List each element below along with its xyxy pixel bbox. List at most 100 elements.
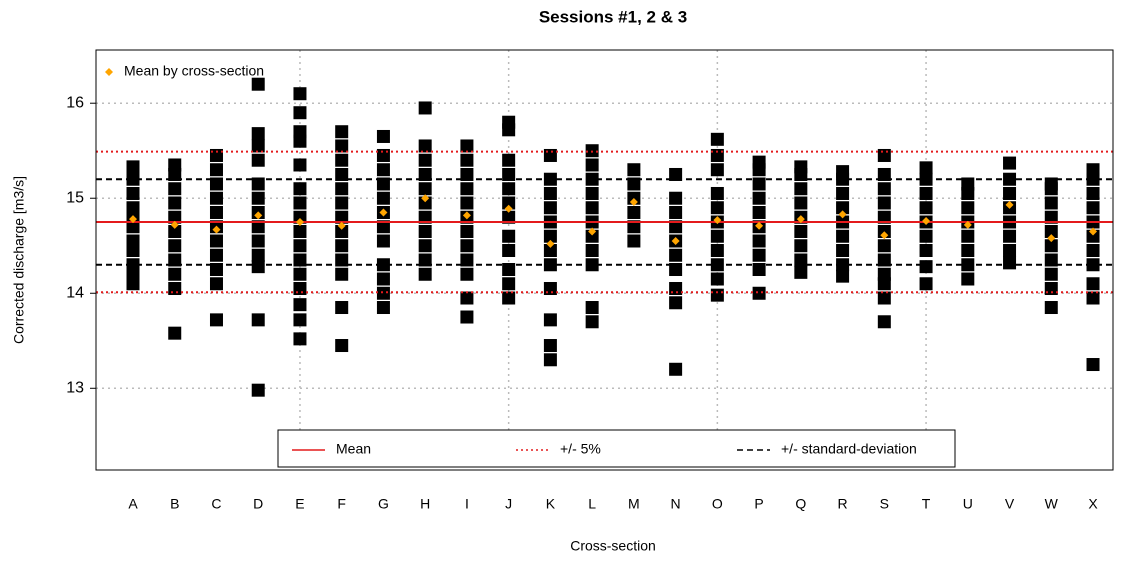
data-point: [126, 160, 140, 174]
data-point: [836, 186, 850, 200]
data-point: [1003, 156, 1017, 170]
x-tick-label: G: [378, 496, 389, 512]
data-point: [251, 313, 265, 327]
legend-marker: [105, 68, 113, 76]
data-point: [919, 277, 933, 291]
data-point: [460, 224, 474, 238]
data-point: [877, 167, 891, 181]
mean-marker: [295, 217, 304, 226]
data-point: [1086, 163, 1100, 177]
data-point: [627, 177, 641, 191]
data-point: [376, 258, 390, 272]
x-tick-label: U: [963, 496, 973, 512]
data-point: [585, 229, 599, 243]
data-point: [836, 243, 850, 257]
data-point: [585, 243, 599, 257]
data-point: [669, 205, 683, 219]
data-point: [335, 224, 349, 238]
data-point: [335, 239, 349, 253]
data-point: [502, 243, 516, 257]
data-point: [251, 260, 265, 274]
data-point: [794, 182, 808, 196]
data-point: [293, 106, 307, 120]
data-point: [335, 301, 349, 315]
data-point: [543, 339, 557, 353]
data-point: [460, 267, 474, 281]
data-point: [293, 125, 307, 139]
data-point: [251, 77, 265, 91]
data-point: [251, 191, 265, 205]
data-point: [585, 258, 599, 272]
data-point: [376, 234, 390, 248]
data-point: [293, 253, 307, 267]
data-point: [836, 269, 850, 283]
data-point: [627, 220, 641, 234]
data-point: [376, 163, 390, 177]
data-point: [376, 220, 390, 234]
data-point: [710, 272, 724, 286]
data-point: [209, 277, 223, 291]
mean-marker: [963, 220, 972, 229]
y-axis-label: Corrected discharge [m3/s]: [11, 176, 27, 344]
data-point: [376, 272, 390, 286]
data-point: [752, 205, 766, 219]
data-point: [752, 248, 766, 262]
data-point: [752, 263, 766, 277]
mean-marker: [1089, 227, 1098, 236]
data-point: [1086, 243, 1100, 257]
data-point: [877, 210, 891, 224]
data-point: [168, 224, 182, 238]
data-point: [919, 243, 933, 257]
mean-marker: [671, 236, 680, 245]
data-point: [335, 339, 349, 353]
data-point: [335, 253, 349, 267]
data-point: [168, 196, 182, 210]
data-point: [669, 263, 683, 277]
data-point: [585, 186, 599, 200]
data-point: [585, 172, 599, 186]
data-point: [669, 248, 683, 262]
data-point: [1003, 256, 1017, 270]
mean-marker: [880, 231, 889, 240]
mean-marker: [546, 239, 555, 248]
mean-marker: [379, 208, 388, 217]
mean-marker: [796, 215, 805, 224]
data-point: [961, 243, 975, 257]
data-point: [710, 148, 724, 162]
data-point: [335, 210, 349, 224]
data-point: [710, 243, 724, 257]
data-point: [418, 267, 432, 281]
x-tick-label: X: [1088, 496, 1098, 512]
data-point: [418, 167, 432, 181]
plot-frame: [95, 49, 1114, 471]
data-point: [502, 291, 516, 305]
data-point: [877, 291, 891, 305]
legend-label: Mean by cross-section: [124, 63, 264, 79]
data-point: [543, 313, 557, 327]
data-point: [710, 132, 724, 146]
data-point: [418, 239, 432, 253]
data-point: [251, 248, 265, 262]
data-point: [251, 139, 265, 153]
data-point: [836, 165, 850, 179]
mean-marker: [922, 217, 931, 226]
data-point: [209, 177, 223, 191]
mean-marker: [421, 194, 430, 203]
data-point: [627, 234, 641, 248]
data-point: [1044, 282, 1058, 296]
data-point: [836, 201, 850, 215]
data-point: [919, 161, 933, 175]
data-point: [293, 332, 307, 346]
data-point: [585, 315, 599, 329]
data-point: [418, 210, 432, 224]
mean-marker: [129, 215, 137, 224]
mean-marker: [170, 220, 179, 229]
data-point: [126, 186, 140, 200]
data-point: [502, 196, 516, 210]
data-point: [418, 182, 432, 196]
data-point: [418, 101, 432, 115]
x-tick-label: W: [1045, 496, 1059, 512]
data-point: [168, 210, 182, 224]
x-tick-label: M: [628, 496, 640, 512]
mean-marker: [1005, 200, 1014, 209]
